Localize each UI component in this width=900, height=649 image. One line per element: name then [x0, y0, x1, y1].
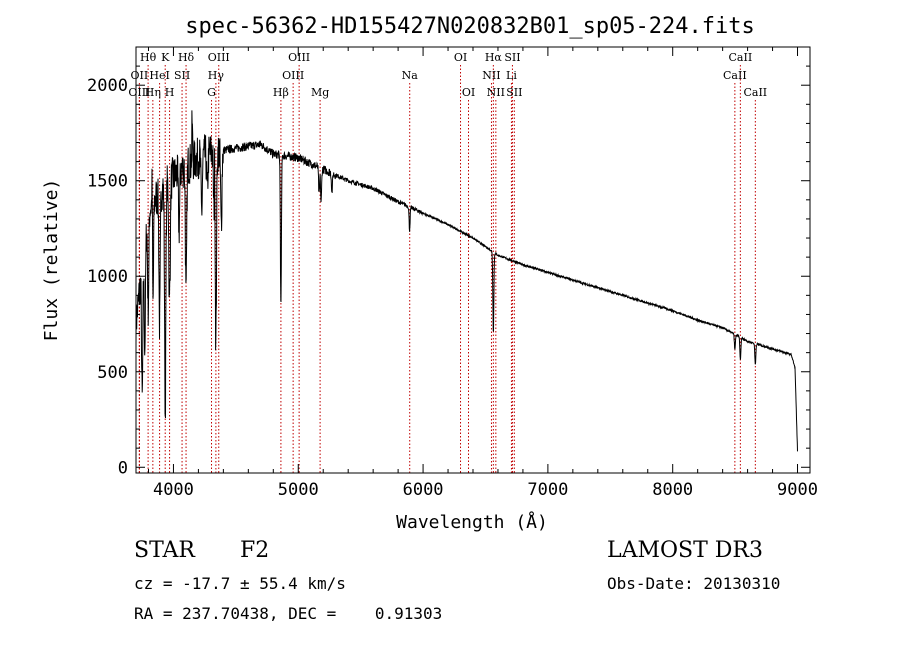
line-marker-label: OI	[462, 86, 475, 99]
plot-frame	[135, 46, 811, 474]
redshift-cz: cz = -17.7 ± 55.4 km/s	[134, 574, 346, 593]
axis-ticks: 4000 5000 6000 7000 8000 9000 0 500 1000 1500 2000	[87, 46, 818, 500]
object-class: F2	[240, 538, 270, 563]
line-marker-label: NII	[487, 86, 505, 99]
line-marker-label: Hβ	[273, 86, 289, 99]
chart-title: spec-56362-HD155427N020832B01_sp05-224.f…	[185, 14, 755, 39]
y-tick-label: 1500	[87, 172, 128, 192]
line-marker-label: Hα	[485, 51, 503, 64]
line-marker-label: OII	[131, 69, 149, 82]
line-marker-label: Mg	[311, 86, 329, 99]
line-marker-label: NII	[482, 69, 500, 82]
line-marker-label: Hγ	[208, 69, 225, 82]
spectrum-line	[135, 110, 798, 452]
line-marker-label: Hθ	[140, 51, 157, 64]
line-marker-label: CaII	[743, 86, 767, 99]
line-marker-label: K	[161, 51, 170, 64]
object-type: STAR	[134, 538, 195, 563]
line-marker-label: CaII	[729, 51, 753, 64]
survey-name: LAMOST DR3	[607, 538, 763, 563]
x-axis-label: Wavelength (Å)	[396, 511, 548, 533]
obs-date: Obs-Date: 20130310	[607, 574, 781, 593]
line-marker-label: CaII	[723, 69, 747, 82]
y-tick-label: 2000	[87, 76, 128, 96]
x-tick-label: 9000	[777, 480, 818, 500]
line-markers: Hθ OII OIII K HeI Hη SII H Hδ OIII Hγ G OIII OIII Hβ Mg…	[128, 51, 767, 473]
line-marker-label: H	[165, 86, 175, 99]
y-tick-label: 0	[118, 458, 128, 478]
x-tick-label: 8000	[652, 480, 693, 500]
y-tick-label: 500	[97, 363, 128, 383]
line-marker-label: Li	[506, 69, 517, 82]
ra-dec: RA = 237.70438, DEC = 0.91303	[134, 604, 443, 623]
line-marker-label: OI	[454, 51, 467, 64]
x-tick-label: 4000	[153, 480, 194, 500]
line-marker-label: OIII	[128, 86, 150, 99]
line-marker-label: OIII	[282, 69, 304, 82]
x-tick-label: 7000	[527, 480, 568, 500]
line-marker-label: G	[207, 86, 216, 99]
line-marker-label: SII	[504, 51, 520, 64]
line-marker-label: SII	[506, 86, 522, 99]
x-tick-label: 5000	[278, 480, 319, 500]
line-marker-label: Na	[402, 69, 419, 82]
line-marker-label: SII	[174, 69, 190, 82]
line-marker-label: Hη	[145, 86, 161, 99]
line-marker-label: OIII	[288, 51, 310, 64]
line-marker-label: HeI	[149, 69, 169, 82]
y-tick-label: 1000	[87, 267, 128, 287]
line-marker-label: Hδ	[178, 51, 195, 64]
y-axis-label: Flux (relative)	[41, 179, 62, 342]
x-tick-label: 6000	[403, 480, 444, 500]
line-marker-label: OIII	[208, 51, 230, 64]
